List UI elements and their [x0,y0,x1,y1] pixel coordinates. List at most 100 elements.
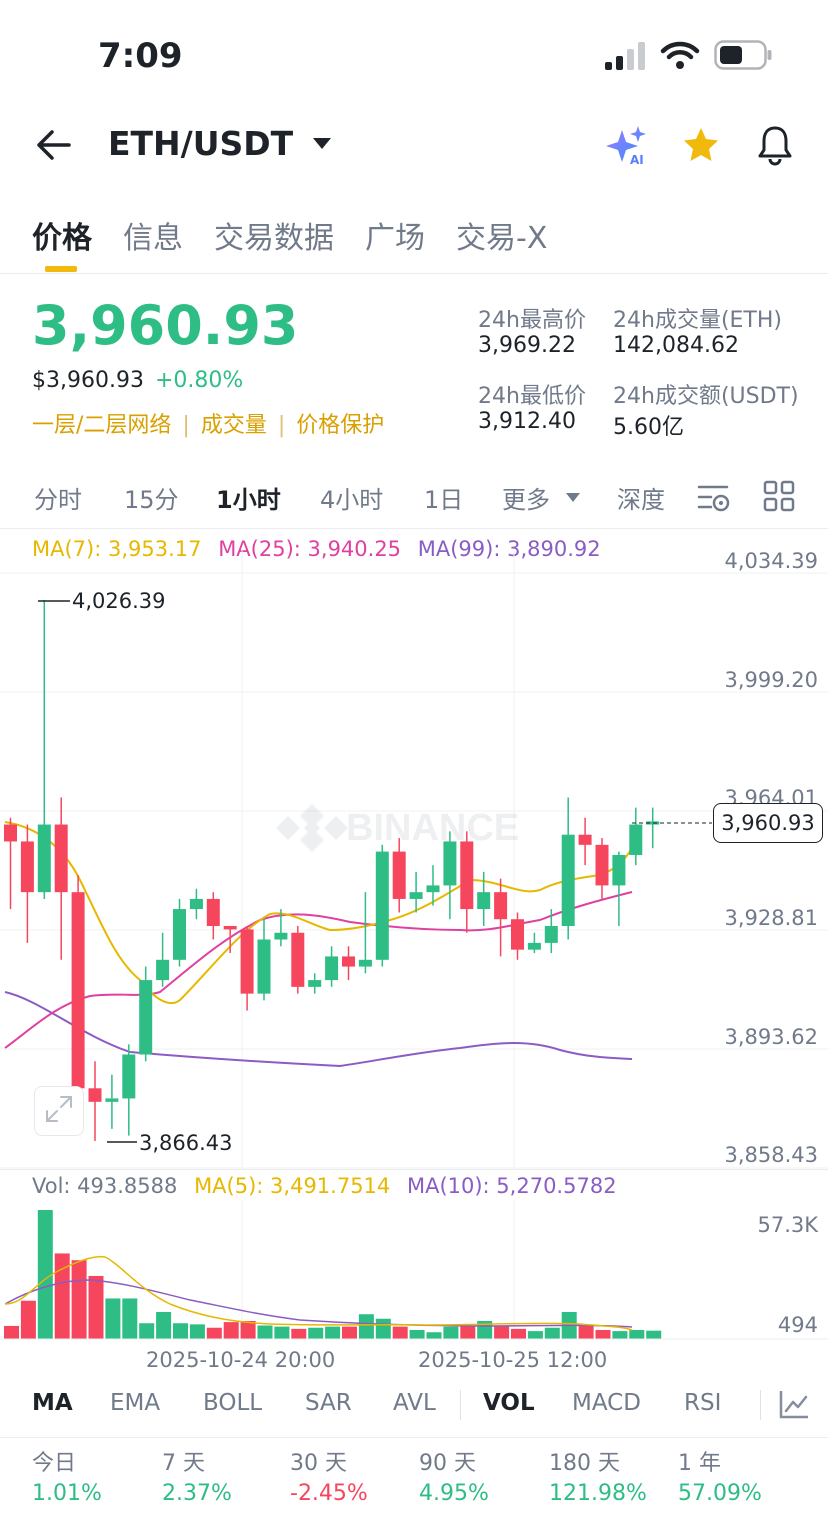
candle-body [4,824,17,842]
volume-bar [223,1322,239,1339]
tab-info[interactable]: 信息 [123,221,183,256]
high-marker: 4,026.39 [38,589,166,613]
candle-body [477,892,491,910]
grid-icon [763,480,795,512]
price-axis-label: 3,893.62 [724,1025,818,1049]
volume-bar [54,1253,70,1339]
perf-today-label: 今日 [32,1451,77,1476]
watermark-text: BINANCE [346,807,519,849]
indicator-chart-button[interactable] [778,1388,810,1420]
tab-divider [0,273,828,274]
candle-body [37,824,51,893]
candle-body [105,1098,119,1102]
vol-axis-label: 57.3K [757,1213,818,1237]
expand-chart-button[interactable] [34,1086,84,1136]
volume-bar [527,1331,543,1339]
current-price-tag: 3,960.93 [713,803,823,843]
volume-bar [443,1326,459,1339]
interval-time[interactable]: 分时 [34,486,82,514]
candle-body [460,841,474,910]
indicator-vol[interactable]: VOL [483,1390,535,1416]
volume-bar [71,1260,87,1339]
indicator-avl[interactable]: AVL [393,1390,436,1416]
interval-depth[interactable]: 深度 [617,486,665,514]
indicator-divider [460,1390,461,1420]
price-axis-label: 3,928.81 [724,906,818,930]
indicator-ema[interactable]: EMA [110,1390,161,1416]
interval-1h[interactable]: 1小时 [216,486,281,514]
perf-180d-value: 121.98% [549,1481,647,1506]
candle-body [88,1088,102,1102]
tag-separator: | [277,413,286,438]
favorite-button[interactable] [682,126,720,164]
ma-lines [4,821,633,1068]
alert-button[interactable] [756,124,794,166]
indicator-sar[interactable]: SAR [305,1390,352,1416]
candle-body [189,898,203,910]
volume-bar [409,1329,425,1339]
vol-eth-value: 142,084.62 [613,333,739,358]
time-axis-label: 2025-10-25 12:00 [418,1348,608,1372]
perf-90d-label: 90 天 [419,1451,476,1476]
vol-legend: Vol: 493.8588 MA(5): 3,491.7514 MA(10): … [32,1174,617,1198]
indicator-macd[interactable]: MACD [572,1390,641,1416]
ai-sparkle-icon: AI [606,126,646,167]
binance-watermark-logo: BINANCE [276,804,519,852]
vol-value: Vol: 493.8588 [32,1174,178,1198]
indicator-divider [760,1390,761,1420]
candle-body [426,885,440,893]
candle-body [443,841,457,886]
tag-price-protection[interactable]: 价格保护 [296,413,385,438]
candle-body [342,956,355,967]
volume-bar [122,1298,138,1339]
volume-bar [4,1325,19,1339]
perf-1y-label: 1 年 [678,1451,721,1476]
price-axis-label: 3,858.43 [724,1143,818,1167]
tab-trading-data[interactable]: 交易数据 [214,221,334,256]
candle-body [392,851,406,899]
volume-bar [37,1210,53,1339]
tab-trade-x[interactable]: 交易-X [456,221,548,256]
volume-bars [4,1210,662,1339]
volume-bar [240,1320,256,1339]
indicator-settings-button[interactable] [697,482,731,514]
interval-4h[interactable]: 4小时 [320,486,384,514]
candle-body [325,956,339,981]
tab-square[interactable]: 广场 [365,221,425,256]
volume-bar [156,1311,172,1339]
candle-body [240,929,254,994]
candlestick-chart[interactable]: BINANCE 4,026.39 3,866.43 [0,530,828,1170]
low-marker: 3,866.43 [107,1131,233,1155]
indicator-rsi[interactable]: RSI [684,1390,722,1416]
gridlines [0,550,828,1170]
back-button[interactable] [34,126,74,166]
ai-button[interactable]: AI [604,124,650,168]
pair-selector[interactable]: ETH/USDT [108,124,332,163]
candle-body [223,925,237,930]
candle-body [20,841,34,893]
tab-price[interactable]: 价格 [32,221,92,256]
volume-bar [612,1331,628,1339]
indicator-bottom-divider [0,1437,828,1438]
candle-body [173,909,186,960]
candle-body [527,942,541,950]
perf-1y-value: 57.09% [678,1481,762,1506]
tag-volume[interactable]: 成交量 [200,413,267,438]
ma99-line [4,991,633,1068]
ma25-line [4,891,633,1049]
tag-layer[interactable]: 一层/二层网络 [32,413,172,438]
layout-grid-button[interactable] [763,480,795,512]
volume-bar [544,1327,560,1339]
candle-body [139,980,153,1055]
volume-bar [358,1314,374,1339]
volume-bar [494,1325,510,1339]
interval-more[interactable]: 更多 [502,480,580,515]
interval-15m[interactable]: 15分 [124,486,179,514]
candle-body [409,892,423,899]
indicator-ma[interactable]: MA [32,1390,73,1416]
expand-icon [46,1096,72,1122]
interval-1d[interactable]: 1日 [424,486,464,514]
vol-usdt-value: 5.60亿 [613,415,684,440]
indicator-boll[interactable]: BOLL [203,1390,263,1416]
volume-bar [139,1323,155,1339]
